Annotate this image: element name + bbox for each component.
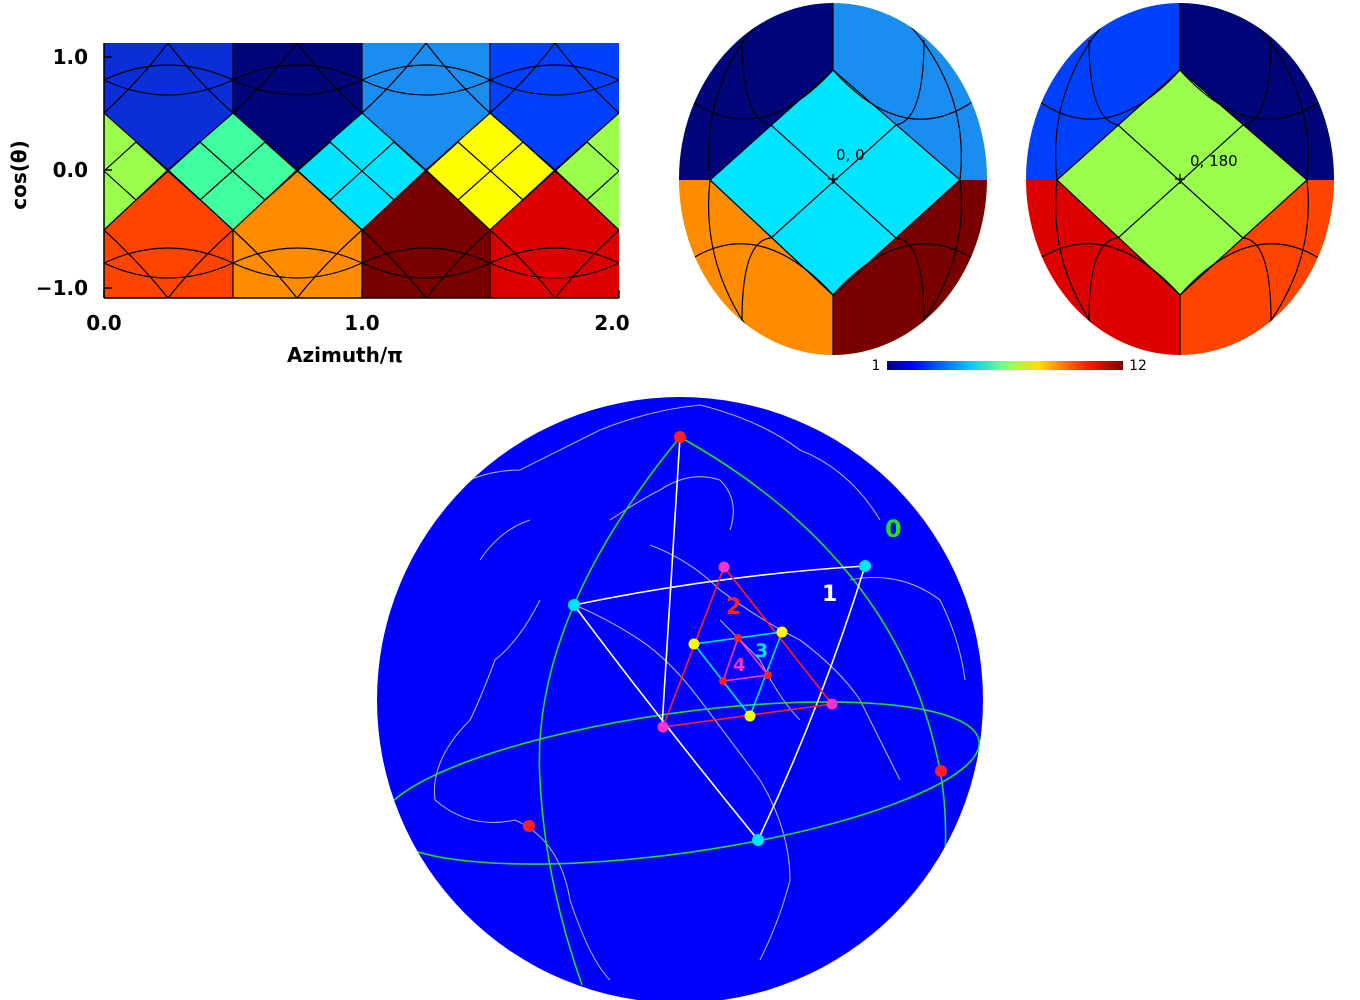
face-equ-4 bbox=[555, 113, 619, 230]
vertices bbox=[523, 431, 947, 846]
face-north-0 bbox=[104, 43, 233, 170]
face-south-2 bbox=[362, 170, 490, 298]
disc-left bbox=[679, 3, 987, 355]
face-south-1 bbox=[233, 170, 362, 298]
y-tick-neg1: −1.0 bbox=[36, 276, 88, 300]
orthographic-panel: 0, 0 0, 180 bbox=[679, 3, 1334, 374]
y-axis-label: cos(θ) bbox=[7, 140, 31, 210]
axes bbox=[103, 43, 620, 299]
rect-projection-panel: 1.0 0.0 −1.0 0.0 1.0 2.0 Azimuth/π cos(θ… bbox=[7, 43, 630, 367]
label-level-0: 0 bbox=[885, 515, 902, 543]
face-equ-0 bbox=[104, 113, 168, 230]
globe-disc bbox=[377, 397, 983, 1000]
label-level-2: 2 bbox=[726, 595, 741, 620]
rect-projection-map bbox=[104, 43, 619, 298]
y-tick-0: 0.0 bbox=[53, 158, 88, 182]
face-north-1 bbox=[233, 43, 362, 170]
face-north-3 bbox=[490, 43, 619, 170]
label-level-1: 1 bbox=[822, 582, 837, 607]
colorbar bbox=[887, 361, 1123, 370]
colorbar-max: 12 bbox=[1129, 358, 1147, 374]
left-center-label: 0, 0 bbox=[836, 146, 865, 164]
right-center-label: 0, 180 bbox=[1190, 152, 1238, 170]
x-axis-label: Azimuth/π bbox=[287, 343, 403, 367]
face-south-3 bbox=[490, 170, 619, 298]
y-tick-1: 1.0 bbox=[53, 45, 88, 69]
x-tick-2: 2.0 bbox=[594, 311, 629, 335]
x-tick-0: 0.0 bbox=[86, 311, 121, 335]
pixel-grid bbox=[104, 43, 619, 298]
label-level-4: 4 bbox=[733, 655, 746, 676]
level-4-triangle bbox=[721, 636, 770, 682]
globe-panel: 0 1 2 3 4 bbox=[377, 397, 983, 1000]
label-level-3: 3 bbox=[755, 640, 768, 662]
coastlines bbox=[429, 404, 966, 981]
colorbar-min: 1 bbox=[872, 358, 881, 374]
disc-right bbox=[1026, 3, 1334, 355]
face-south-0 bbox=[104, 170, 233, 298]
face-north-2 bbox=[362, 43, 490, 170]
x-tick-1: 1.0 bbox=[344, 311, 379, 335]
